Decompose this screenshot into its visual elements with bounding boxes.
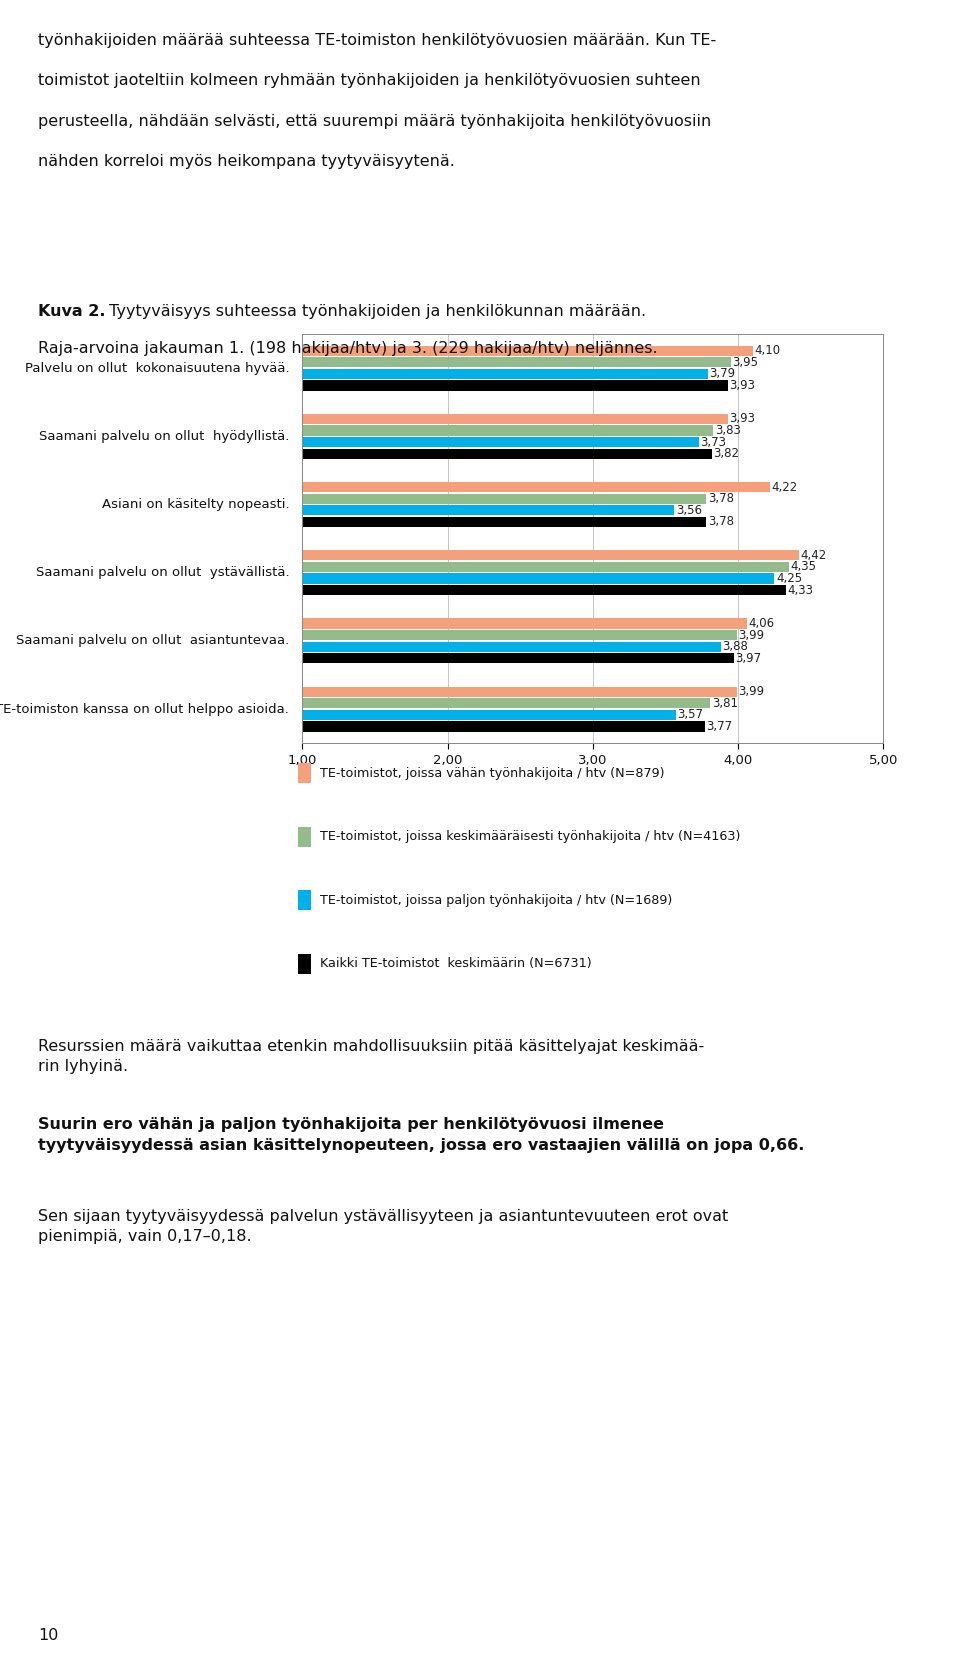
Text: 4,42: 4,42 [801,549,827,561]
Bar [302,573,775,583]
Text: Kuva 2.: Kuva 2. [38,304,106,319]
Bar [302,516,706,528]
Text: 4,22: 4,22 [772,481,798,494]
Text: TE-toimistot, joissa keskimääräisesti työnhakijoita / htv (N=4163): TE-toimistot, joissa keskimääräisesti ty… [320,830,740,843]
Bar [302,686,736,696]
Bar [302,357,731,367]
Text: Tyytyväisyys suhteessa työnhakijoiden ja henkilökunnan määrään.: Tyytyväisyys suhteessa työnhakijoiden ja… [104,304,646,319]
Bar [302,449,712,459]
Text: Raja-arvoina jakauman 1. (198 hakijaa/htv) ja 3. (229 hakijaa/htv) neljännes.: Raja-arvoina jakauman 1. (198 hakijaa/ht… [38,341,658,356]
Text: 4,25: 4,25 [776,571,803,584]
Text: 3,79: 3,79 [709,367,735,381]
Text: 4,35: 4,35 [791,561,817,573]
Text: 3,57: 3,57 [678,708,704,721]
Bar [302,549,799,561]
Text: nähden korreloi myös heikompana tyytyväisyytenä.: nähden korreloi myös heikompana tyytyväi… [38,154,455,169]
Text: 3,93: 3,93 [730,379,756,392]
Bar [302,641,721,651]
Text: 10: 10 [38,1628,59,1643]
Text: 3,78: 3,78 [708,516,733,528]
Text: 3,95: 3,95 [732,356,758,369]
Text: TE-toimistot, joissa paljon työnhakijoita / htv (N=1689): TE-toimistot, joissa paljon työnhakijoit… [320,893,672,907]
Text: 3,82: 3,82 [713,448,739,461]
Text: 3,88: 3,88 [722,640,748,653]
Bar [302,483,770,493]
Text: 4,10: 4,10 [755,344,780,357]
Text: Kaikki TE-toimistot  keskimäärin (N=6731): Kaikki TE-toimistot keskimäärin (N=6731) [320,957,591,970]
Text: 3,97: 3,97 [735,651,761,665]
Bar [302,561,789,573]
Text: 3,56: 3,56 [676,504,702,516]
Text: 4,06: 4,06 [749,616,775,630]
Text: 3,78: 3,78 [708,493,733,506]
Bar [302,426,713,436]
Bar [302,494,706,504]
Text: Suurin ero vähän ja paljon työnhakijoita per henkilötyövuosi ilmenee
tyytyväisyy: Suurin ero vähän ja paljon työnhakijoita… [38,1117,804,1152]
Text: perusteella, nähdään selvästi, että suurempi määrä työnhakijoita henkilötyövuosi: perusteella, nähdään selvästi, että suur… [38,114,711,129]
Text: 3,99: 3,99 [738,685,764,698]
Bar [302,438,699,448]
Bar [302,504,674,516]
Text: 3,83: 3,83 [715,424,741,438]
Bar [302,618,747,628]
Bar [302,584,786,595]
Text: työnhakijoiden määrää suhteessa TE-toimiston henkilötyövuosien määrään. Kun TE-: työnhakijoiden määrää suhteessa TE-toimi… [38,33,717,48]
Text: 3,77: 3,77 [707,720,732,733]
Text: toimistot jaoteltiin kolmeen ryhmään työnhakijoiden ja henkilötyövuosien suhteen: toimistot jaoteltiin kolmeen ryhmään työ… [38,73,701,89]
Text: 4,33: 4,33 [787,583,814,596]
Bar [302,346,753,356]
Text: 3,93: 3,93 [730,412,756,426]
Bar [302,369,708,379]
Text: Sen sijaan tyytyväisyydessä palvelun ystävällisyyteen ja asiantuntevuuteen erot : Sen sijaan tyytyväisyydessä palvelun yst… [38,1209,729,1244]
Bar [302,653,733,663]
Text: Resurssien määrä vaikuttaa etenkin mahdollisuuksiin pitää käsittelyajat keskimää: Resurssien määrä vaikuttaa etenkin mahdo… [38,1039,705,1074]
Bar [302,630,736,640]
Bar [302,381,728,391]
Text: 3,73: 3,73 [701,436,727,449]
Text: 3,99: 3,99 [738,628,764,641]
Bar [302,414,728,424]
Bar [302,698,710,708]
Text: TE-toimistot, joissa vähän työnhakijoita / htv (N=879): TE-toimistot, joissa vähän työnhakijoita… [320,767,664,780]
Bar [302,710,676,720]
Bar [302,721,705,731]
Text: 3,81: 3,81 [712,696,738,710]
